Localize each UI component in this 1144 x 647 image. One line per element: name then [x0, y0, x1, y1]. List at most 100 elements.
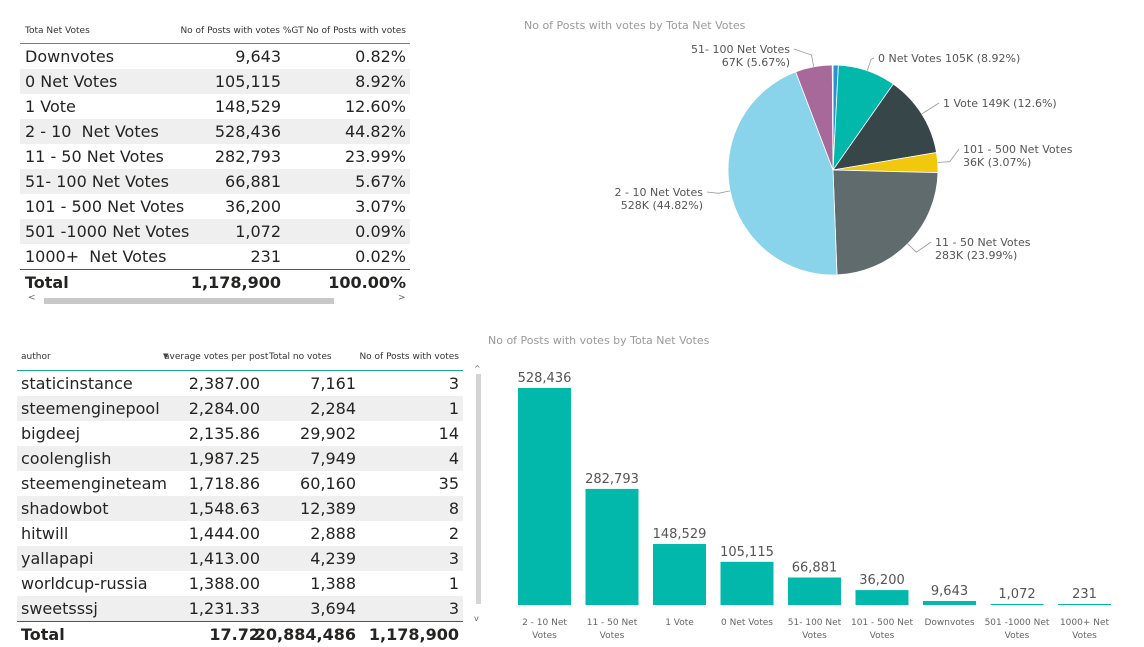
- row-average-votes: 1,718.86: [188, 474, 260, 493]
- table-row[interactable]: worldcup-russia 1,388.00 1,388 1: [17, 571, 463, 596]
- row-label: 501 -1000 Net Votes: [25, 222, 190, 241]
- x-tick-label: 101 - 500 Net: [851, 618, 913, 628]
- x-tick-label: 2 - 10 Net: [522, 618, 567, 628]
- total-no-votes: 20,884,486: [254, 625, 356, 644]
- scrollbar-thumb[interactable]: [476, 374, 481, 604]
- row-percent: 23.99%: [344, 147, 406, 166]
- table-header: author average votes per post Total no v…: [17, 344, 463, 371]
- row-posts: 66,881: [225, 172, 281, 191]
- pie-data-label: 51- 100 Net Votes: [691, 43, 790, 56]
- table-row[interactable]: shadowbot 1,548.63 12,389 8: [17, 496, 463, 521]
- row-label: 2 - 10 Net Votes: [25, 122, 159, 141]
- row-total-votes: 1,388: [310, 574, 356, 593]
- row-posts-with-votes: 1: [448, 574, 459, 593]
- table-row[interactable]: 0 Net Votes 105,115 8.92%: [20, 69, 410, 94]
- bar-data-label: 9,643: [931, 584, 968, 599]
- table-row[interactable]: hitwill 1,444.00 2,888 2: [17, 521, 463, 546]
- table-row[interactable]: sweetsssj 1,231.33 3,694 3: [17, 596, 463, 621]
- table-row[interactable]: bigdeej 2,135.86 29,902 14: [17, 421, 463, 446]
- column-header-total-votes[interactable]: Total no votes: [269, 352, 332, 362]
- table-row[interactable]: 2 - 10 Net Votes 528,436 44.82%: [20, 119, 410, 144]
- bar: [518, 388, 571, 605]
- x-tick-label: Votes: [532, 631, 557, 641]
- table-row[interactable]: steemengineteam 1,718.86 60,160 35: [17, 471, 463, 496]
- table-row[interactable]: 1 Vote 148,529 12.60%: [20, 94, 410, 119]
- bar-data-label: 148,529: [653, 527, 707, 542]
- column-header-posts-with-votes[interactable]: No of Posts with votes: [359, 352, 459, 362]
- table-row[interactable]: 1000+ Net Votes 231 0.02%: [20, 244, 410, 269]
- row-author: coolenglish: [21, 449, 112, 468]
- row-label: 11 - 50 Net Votes: [25, 147, 164, 166]
- row-average-votes: 2,135.86: [188, 424, 260, 443]
- row-total-votes: 12,389: [300, 499, 356, 518]
- total-average-votes: 17.72: [209, 625, 260, 644]
- bar-data-label: 105,115: [720, 545, 774, 560]
- bar-data-label: 66,881: [792, 561, 838, 576]
- row-posts: 105,115: [214, 72, 281, 91]
- row-posts: 1,072: [235, 222, 281, 241]
- bar-data-label: 36,200: [859, 573, 905, 588]
- pie-leader-line: [937, 148, 960, 163]
- total-label: Total: [25, 273, 69, 292]
- pie-leader-line: [866, 57, 875, 71]
- scroll-right-icon[interactable]: >: [398, 293, 406, 303]
- x-tick-label: Votes: [600, 631, 625, 641]
- column-header-posts-with-votes[interactable]: No of Posts with votes: [180, 26, 280, 36]
- row-label: 0 Net Votes: [25, 72, 118, 91]
- row-author: steemenginepool: [21, 399, 160, 418]
- total-posts-with-votes: 1,178,900: [368, 625, 459, 644]
- row-average-votes: 2,387.00: [188, 374, 260, 393]
- row-author: steemengineteam: [21, 474, 167, 493]
- vertical-scrollbar[interactable]: ^ v: [474, 364, 484, 632]
- row-author: shadowbot: [21, 499, 109, 518]
- scroll-left-icon[interactable]: <: [28, 293, 36, 303]
- column-header-average-votes[interactable]: average votes per post: [164, 352, 269, 362]
- table-row[interactable]: steemenginepool 2,284.00 2,284 1: [17, 396, 463, 421]
- table-row[interactable]: yallapapi 1,413.00 4,239 3: [17, 546, 463, 571]
- table-row[interactable]: 101 - 500 Net Votes 36,200 3.07%: [20, 194, 410, 219]
- horizontal-scrollbar[interactable]: < >: [20, 293, 410, 305]
- scrollbar-thumb[interactable]: [44, 298, 334, 304]
- row-percent: 3.07%: [355, 197, 406, 216]
- row-author: hitwill: [21, 524, 69, 543]
- x-tick-label: Votes: [1005, 631, 1030, 641]
- row-posts: 528,436: [214, 122, 281, 141]
- x-tick-label: Votes: [1072, 631, 1097, 641]
- x-tick-label: 1 Vote: [665, 618, 694, 628]
- table-body: staticinstance 2,387.00 7,161 3 steemenginep…: [17, 371, 463, 621]
- scroll-down-icon[interactable]: v: [474, 614, 479, 623]
- table-total-row: Total 1,178,900 100.00%: [20, 269, 410, 295]
- table-row[interactable]: 51- 100 Net Votes 66,881 5.67%: [20, 169, 410, 194]
- pie-data-label: 36K (3.07%): [963, 156, 1031, 169]
- pie-slice-2-10-net-votes: [727, 71, 838, 276]
- table-row[interactable]: 11 - 50 Net Votes 282,793 23.99%: [20, 144, 410, 169]
- row-percent: 12.60%: [344, 97, 406, 116]
- row-posts: 9,643: [235, 47, 281, 66]
- x-tick-label: Downvotes: [924, 618, 974, 628]
- row-label: 1 Vote: [25, 97, 76, 116]
- x-tick-label: 1000+ Net: [1060, 618, 1110, 628]
- table-row[interactable]: Downvotes 9,643 0.82%: [20, 44, 410, 69]
- x-tick-label: 11 - 50 Net: [587, 618, 638, 628]
- table-row[interactable]: coolenglish 1,987.25 7,949 4: [17, 446, 463, 471]
- row-average-votes: 1,987.25: [188, 449, 260, 468]
- table-row[interactable]: staticinstance 2,387.00 7,161 3: [17, 371, 463, 396]
- row-total-votes: 29,902: [300, 424, 356, 443]
- scroll-up-icon[interactable]: ^: [474, 364, 481, 373]
- row-total-votes: 60,160: [300, 474, 356, 493]
- column-header-author[interactable]: author: [21, 352, 51, 362]
- pie-leader-line: [706, 190, 731, 194]
- pie-slice-1-vote: [832, 83, 937, 171]
- row-label: 101 - 500 Net Votes: [25, 197, 185, 216]
- total-label: Total: [21, 625, 65, 644]
- row-percent: 8.92%: [355, 72, 406, 91]
- column-header-percent-gt[interactable]: %GT No of Posts with votes: [282, 26, 406, 36]
- sort-descending-icon[interactable]: ▼: [163, 352, 169, 360]
- total-posts: 1,178,900: [190, 273, 281, 292]
- table-row[interactable]: 501 -1000 Net Votes 1,072 0.09%: [20, 219, 410, 244]
- pie-leader-line: [921, 102, 940, 115]
- bar: [1058, 604, 1111, 605]
- row-posts: 148,529: [214, 97, 281, 116]
- column-header-net-votes[interactable]: Tota Net Votes: [25, 26, 90, 36]
- row-posts-with-votes: 14: [438, 424, 459, 443]
